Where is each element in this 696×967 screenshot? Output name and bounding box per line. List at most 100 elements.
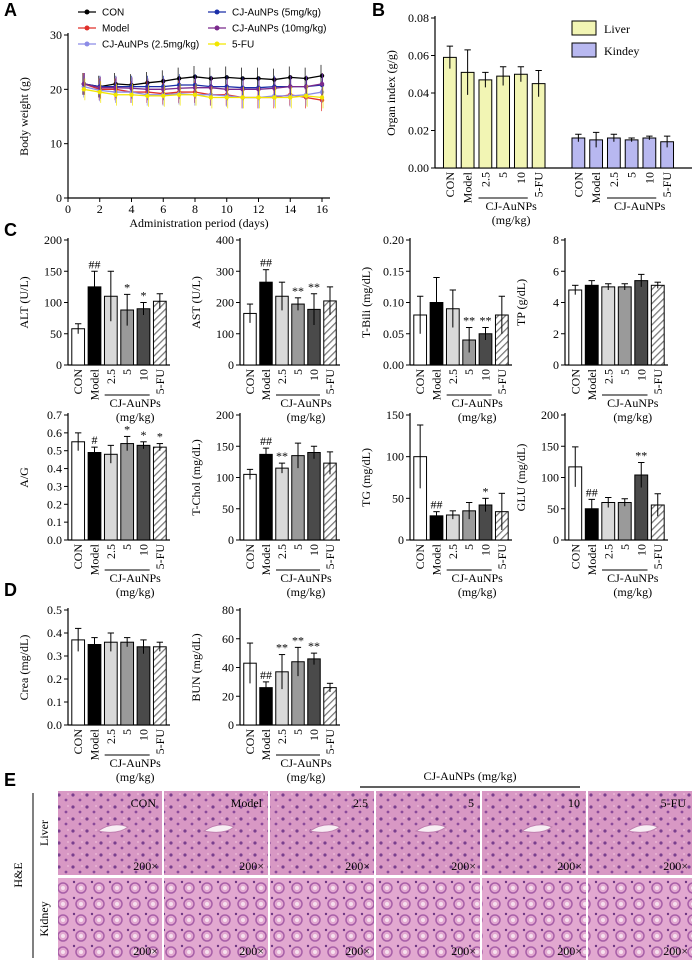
y-tick-label: 6 xyxy=(553,264,559,278)
group-label: CJ-AuNPs xyxy=(109,756,161,770)
y-tick-label: 0.00 xyxy=(383,358,404,372)
y-tick-label: 50 xyxy=(392,491,404,505)
y-axis-label: A/G xyxy=(17,467,31,488)
y-tick-label: 0.04 xyxy=(408,86,429,100)
x-tick-label: 5 xyxy=(462,544,476,550)
point xyxy=(224,87,229,92)
x-tick-label: 16 xyxy=(316,202,328,216)
point xyxy=(192,85,198,90)
x-tick-label: Model xyxy=(461,171,475,203)
y-tick-label: 60 xyxy=(222,632,234,646)
y-tick-label: 0 xyxy=(56,358,62,372)
x-tick-label: 10 xyxy=(479,369,493,381)
group-label: CJ-AuNPs xyxy=(451,396,503,410)
y-tick-label: 0.02 xyxy=(408,124,429,138)
point xyxy=(319,81,325,87)
x-tick-label: 5-FU xyxy=(323,544,337,570)
significance-label: ** xyxy=(635,449,647,463)
y-tick-label: 30 xyxy=(50,28,62,42)
column-label: 10 xyxy=(568,796,580,810)
significance-label: * xyxy=(141,289,147,303)
group-unit: (mg/kg) xyxy=(287,585,326,599)
x-tick-label: 10 xyxy=(307,544,321,556)
bar xyxy=(259,453,273,541)
point xyxy=(145,87,150,92)
y-tick-label: 4 xyxy=(553,296,559,310)
bar xyxy=(87,452,102,541)
x-tick-label: 5-FU xyxy=(153,729,167,755)
y-axis-label: BUN (mg/dL) xyxy=(189,633,203,701)
x-tick-label: 5-FU xyxy=(323,369,337,395)
y-tick-label: 200 xyxy=(216,296,234,310)
x-tick-label: CON xyxy=(71,544,85,570)
group-unit: (mg/kg) xyxy=(613,585,652,599)
y-tick-label: 100 xyxy=(44,296,62,310)
panel-label: A xyxy=(4,0,17,20)
y-axis-label: ALT (U/L) xyxy=(17,276,31,328)
y-tick-label: 10 xyxy=(50,137,62,151)
group-label: CJ-AuNPs xyxy=(607,396,659,410)
x-tick-label: 10 xyxy=(137,544,151,556)
x-tick-label: 4 xyxy=(129,202,135,216)
y-tick-label: 0 xyxy=(553,533,559,547)
y-tick-label: 150 xyxy=(216,439,234,453)
histology-image xyxy=(270,878,374,960)
x-tick-label: CON xyxy=(243,369,257,395)
point xyxy=(272,95,277,100)
histology-image xyxy=(376,878,480,960)
bar xyxy=(136,308,151,366)
y-tick-label: 200 xyxy=(44,233,62,247)
histology-header: CJ-AuNPs (mg/kg) xyxy=(423,769,516,783)
group-unit: (mg/kg) xyxy=(613,410,652,424)
x-tick-label: 2.5 xyxy=(607,172,621,187)
x-tick-label: 0 xyxy=(65,202,71,216)
bar xyxy=(642,137,657,169)
stain-label: H&E xyxy=(11,862,25,887)
x-tick-label: 5 xyxy=(291,544,305,550)
legend-label: 5-FU xyxy=(232,40,254,51)
significance-label: ## xyxy=(260,434,272,448)
magnification: 200× xyxy=(663,944,688,958)
x-tick-label: 10 xyxy=(221,202,233,216)
x-tick-label: CON xyxy=(243,544,257,570)
significance-label: ** xyxy=(308,639,320,653)
bar xyxy=(568,289,583,366)
y-tick-label: 100 xyxy=(216,327,234,341)
bar xyxy=(103,641,118,726)
legend-label: CJ-AuNPs (10mg/kg) xyxy=(232,24,326,35)
x-tick-label: 10 xyxy=(137,369,151,381)
y-axis-label: Crea (mg/dL) xyxy=(17,635,31,701)
group-unit: (mg/kg) xyxy=(116,410,155,424)
y-tick-label: 0.15 xyxy=(383,264,404,278)
x-tick-label: CON xyxy=(413,369,427,395)
point xyxy=(129,92,134,97)
x-tick-label: Model xyxy=(88,728,102,760)
legend-label: Liver xyxy=(604,22,630,36)
legend-label: CJ-AuNPs (5mg/kg) xyxy=(232,8,321,19)
legend-label: CON xyxy=(102,8,124,19)
histology-image xyxy=(164,878,268,960)
x-tick-label: 5 xyxy=(625,172,639,178)
y-tick-label: 0.6 xyxy=(47,426,62,440)
bar xyxy=(617,502,632,541)
y-tick-label: 2 xyxy=(553,327,559,341)
series-line xyxy=(83,85,323,99)
bar xyxy=(120,443,135,541)
y-tick-label: 400 xyxy=(216,233,234,247)
group-unit: (mg/kg) xyxy=(492,213,531,227)
bar xyxy=(323,462,337,541)
group-unit: (mg/kg) xyxy=(116,770,155,784)
x-tick-label: CON xyxy=(568,544,582,570)
column-label: CON xyxy=(131,796,157,810)
y-tick-label: 0.05 xyxy=(383,327,404,341)
x-tick-label: 2.5 xyxy=(601,369,615,384)
y-tick-label: 0.0 xyxy=(47,533,62,547)
x-tick-label: Model xyxy=(259,368,273,400)
y-axis-label: T-Bili (mg/dL) xyxy=(359,267,373,338)
significance-label: * xyxy=(157,430,163,444)
x-tick-label: 2.5 xyxy=(104,369,118,384)
bar xyxy=(584,284,599,366)
y-tick-label: 0 xyxy=(398,533,404,547)
bar xyxy=(634,280,649,366)
